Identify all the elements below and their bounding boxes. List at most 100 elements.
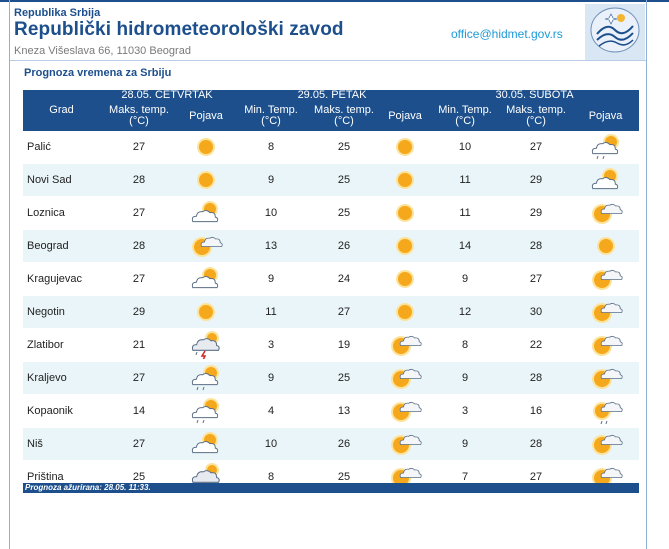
sun-cloud-icon [591, 335, 623, 356]
city-column-header: Grad [23, 90, 100, 131]
city-cell: Negotin [23, 295, 100, 329]
day1-max-cell: 27 [100, 427, 178, 461]
table-row: Kopaonik 14 4 13 3 16 [23, 394, 640, 428]
sun-cloud-icon [391, 434, 422, 455]
day1-max-cell: 27 [100, 131, 178, 164]
day3-phenomenon-cell [572, 229, 640, 263]
day2-max-cell: 24 [308, 262, 380, 296]
email-link[interactable]: office@hidmet.gov.rs [451, 27, 563, 41]
rhmz-logo-icon[interactable] [585, 4, 645, 60]
address-text: Kneza Višeslava 66, 11030 Beograd [14, 45, 191, 57]
day2-phenomenon-cell [380, 361, 431, 395]
sunny-icon [396, 270, 415, 288]
page-right-border [646, 0, 647, 549]
day3-phenomenon-cell [572, 262, 640, 296]
day1-phenomenon-header: Pojava [178, 101, 234, 131]
day2-phenomenon-cell [380, 262, 431, 296]
sunny-icon [396, 171, 415, 189]
day1-max-cell: 27 [100, 262, 178, 296]
city-cell: Loznica [23, 196, 100, 230]
day2-min-cell: 8 [234, 131, 308, 164]
day2-phenomenon-header: Pojava [380, 101, 431, 131]
day2-max-cell: 27 [308, 295, 380, 329]
city-cell: Kopaonik [23, 394, 100, 428]
day1-phenomenon-cell [178, 295, 234, 329]
day3-phenomenon-cell [572, 361, 640, 395]
sun-cloud-icon [591, 269, 623, 290]
sunny-icon [197, 171, 215, 189]
day2-max-cell: 19 [308, 328, 380, 362]
day1-max-cell: 27 [100, 196, 178, 230]
sunny-icon [396, 303, 415, 321]
day3-phenomenon-cell [572, 295, 640, 329]
cloud-sun-icon [191, 432, 219, 454]
day2-min-header: Min. Temp. (°C) [234, 101, 308, 131]
day3-phenomenon-header: Pojava [572, 101, 640, 131]
day3-max-cell: 16 [500, 394, 573, 428]
day1-phenomenon-cell [178, 328, 234, 362]
day3-min-cell: 9 [430, 361, 501, 395]
day2-min-cell: 10 [234, 196, 308, 230]
city-cell: Kraljevo [23, 361, 100, 395]
sunny-icon [197, 138, 215, 156]
city-cell: Kragujevac [23, 262, 100, 296]
table-row: Beograd 28 13 26 14 28 [23, 229, 640, 263]
day2-max-cell: 25 [308, 163, 380, 197]
day2-max-cell: 26 [308, 427, 380, 461]
day1-phenomenon-cell [178, 262, 234, 296]
day3-min-cell: 10 [430, 131, 501, 164]
day3-max-cell: 28 [500, 361, 573, 395]
day1-phenomenon-cell [178, 361, 234, 395]
day3-max-cell: 30 [500, 295, 573, 329]
day3-max-cell: 29 [500, 196, 573, 230]
day1-max-header: Maks. temp. (°C) [100, 101, 178, 131]
day2-phenomenon-cell [380, 427, 431, 461]
city-cell: Novi Sad [23, 163, 100, 197]
sun-cloud-icon [391, 401, 422, 422]
day3-header: 30.05. SUBOTA [430, 90, 640, 101]
day2-min-cell: 9 [234, 262, 308, 296]
sunny-icon [396, 204, 415, 222]
table-row: Niš 27 10 26 9 28 [23, 427, 640, 461]
day2-phenomenon-cell [380, 163, 431, 197]
day3-min-cell: 12 [430, 295, 501, 329]
cloud-sun-drizzle-icon [191, 398, 219, 424]
thunderstorm-icon [191, 331, 220, 359]
day2-max-cell: 25 [308, 361, 380, 395]
top-rule [0, 0, 669, 2]
day3-max-cell: 27 [500, 131, 573, 164]
day3-max-cell: 22 [500, 328, 573, 362]
day2-max-header: Maks. temp. (°C) [308, 101, 380, 131]
day2-max-cell: 25 [308, 131, 380, 164]
day1-phenomenon-cell [178, 229, 234, 263]
sun-cloud-icon [192, 236, 223, 257]
page-left-border [9, 0, 10, 549]
day3-min-header: Min. Temp. (°C) [430, 101, 501, 131]
sun-cloud-icon [391, 335, 422, 356]
day2-max-cell: 25 [308, 196, 380, 230]
day3-phenomenon-cell [572, 131, 640, 164]
city-cell: Beograd [23, 229, 100, 263]
institution-title[interactable]: Republički hidrometeorološki zavod [14, 19, 344, 40]
sun-cloud-icon [591, 368, 623, 389]
update-text: Prognoza ažurirana: 28.05. 11:33. [25, 483, 151, 492]
table-row: Zlatibor 21 3 19 8 22 [23, 328, 640, 362]
day1-max-cell: 14 [100, 394, 178, 428]
day2-min-cell: 10 [234, 427, 308, 461]
day1-phenomenon-cell [178, 131, 234, 164]
day2-min-cell: 11 [234, 295, 308, 329]
sunny-icon [596, 237, 615, 255]
day3-min-cell: 8 [430, 328, 501, 362]
sunny-icon [197, 303, 215, 321]
day2-min-cell: 13 [234, 229, 308, 263]
day1-max-cell: 29 [100, 295, 178, 329]
sun-cloud-icon [591, 203, 623, 224]
day3-max-header: Maks. temp. (°C) [500, 101, 573, 131]
day3-min-cell: 9 [430, 262, 501, 296]
day3-phenomenon-cell [572, 163, 640, 197]
country-label: Republika Srbija [14, 7, 101, 19]
day3-max-cell: 28 [500, 427, 573, 461]
table-row: Palić 27 8 25 10 27 [23, 131, 640, 164]
sun-cloud-icon [591, 302, 623, 323]
day1-phenomenon-cell [178, 163, 234, 197]
